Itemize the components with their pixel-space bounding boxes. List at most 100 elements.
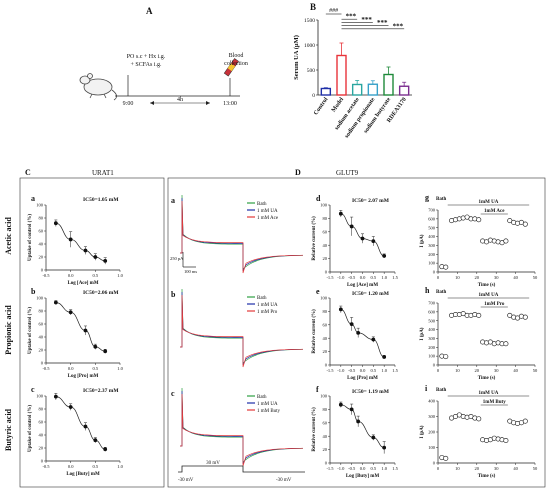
scfa-label: 1mM Buty bbox=[483, 400, 506, 405]
x-tick-label: 50 bbox=[533, 368, 538, 373]
b-y-tick-label: 1000 bbox=[304, 43, 315, 49]
y-label: I (pA) bbox=[420, 234, 425, 247]
urat1-sublabel: b bbox=[31, 287, 36, 296]
current-trace bbox=[180, 387, 304, 463]
y-label: Relative current (%) bbox=[312, 309, 317, 354]
y-tick-label: 400 bbox=[428, 399, 436, 404]
outcome-label: Blood bbox=[229, 53, 244, 59]
duration-arrow-head-left bbox=[150, 101, 154, 105]
y-tick-label: 0 bbox=[325, 363, 328, 368]
y-tick-label: 20 bbox=[323, 256, 328, 261]
trace-sublabel: b bbox=[171, 290, 176, 299]
mouse-icon bbox=[79, 73, 117, 101]
y-label: Relative current (%) bbox=[312, 216, 317, 261]
data-point bbox=[103, 258, 108, 263]
panel-a: A PO s.c + Hx i.g. + SCFAs i.g. Blood co… bbox=[79, 6, 248, 107]
y-tick-label: 100 bbox=[428, 445, 436, 450]
x-tick-label: 0 bbox=[437, 275, 440, 280]
plot-Cc: 0 20 40 60 80 100 -0.5 0.0 0.5 1.0 Uptake of contr… bbox=[28, 393, 124, 477]
fit-curve bbox=[55, 222, 106, 262]
b-category-label: Control bbox=[313, 96, 330, 116]
y-tick-label: 100 bbox=[320, 296, 328, 301]
legend-label: 1 mM Buty bbox=[257, 409, 281, 414]
data-point bbox=[83, 424, 88, 429]
y-tick-label: 200 bbox=[428, 345, 436, 350]
x-label: Time (s) bbox=[478, 283, 496, 288]
x-tick-label: 1.5 bbox=[392, 368, 398, 373]
data-point bbox=[503, 438, 509, 444]
plot-Ca: 0 20 40 60 80 100 -0.5 0.0 0.5 1.0 Uptake of contr… bbox=[28, 203, 124, 286]
urat1-ic50: IC50=2.06 mM bbox=[83, 290, 119, 296]
y-tick-label: 20 bbox=[39, 255, 44, 260]
urat1-title: URAT1 bbox=[92, 169, 114, 177]
bath-label: Bath bbox=[436, 197, 447, 202]
y-tick-label: 20 bbox=[323, 349, 328, 354]
plot-De: 0 20 40 60 80 100 -1.5 -1.0 -0.5 0.0 0.5 1.0 1.5 Rela… bbox=[312, 296, 399, 381]
x-tick-label: 0.0 bbox=[68, 464, 74, 469]
current-trace bbox=[180, 194, 304, 270]
current-trace bbox=[180, 390, 303, 465]
legend-label: 1 mM UA bbox=[257, 402, 278, 407]
data-point bbox=[338, 307, 343, 312]
ua-label: 1mM UA bbox=[479, 200, 499, 205]
y-label: I (pA) bbox=[420, 425, 425, 438]
data-point bbox=[349, 224, 354, 229]
outcome-label-2: collection bbox=[224, 61, 248, 67]
plot-Cb: 0 20 40 60 80 100 -0.5 0.0 0.5 1.0 Uptake of contr… bbox=[28, 296, 124, 379]
time-sublabel: h bbox=[425, 286, 430, 295]
x-tick-label: 0.0 bbox=[360, 368, 366, 373]
x-tick-label: -0.5 bbox=[348, 275, 356, 280]
x-tick-label: 0.0 bbox=[360, 275, 366, 280]
y-tick-label: 20 bbox=[323, 447, 328, 452]
data-point bbox=[68, 237, 73, 242]
y-tick-label: 700 bbox=[428, 301, 436, 306]
x-label: Log [Buty] mM bbox=[346, 474, 380, 479]
y-label: Uptake of control (%) bbox=[28, 214, 33, 261]
glut9-ic50: IC50= 1.20 mM bbox=[352, 291, 390, 297]
y-tick-label: 80 bbox=[39, 407, 44, 412]
y-tick-label: 100 bbox=[36, 394, 44, 399]
data-point bbox=[371, 337, 376, 342]
y-tick-label: 200 bbox=[428, 252, 436, 257]
data-point bbox=[93, 255, 98, 259]
voltage-hold-right: -30 mV bbox=[276, 478, 292, 483]
data-point bbox=[476, 217, 482, 223]
row-label-butyric: Butyric acid bbox=[4, 408, 13, 451]
y-tick-label: 0 bbox=[41, 361, 44, 366]
y-tick-label: 600 bbox=[428, 216, 436, 221]
row-label-acetic: Acetic acid bbox=[4, 217, 13, 255]
glut9-sublabel: d bbox=[316, 194, 321, 203]
x-tick-label: -0.5 bbox=[348, 368, 356, 373]
x-tick-label: 40 bbox=[513, 466, 518, 471]
plot-Dd: 0 20 40 60 80 100 -1.5 -1.0 -0.5 0.0 0.5 1.0 1.5 Rela… bbox=[312, 203, 399, 288]
y-tick-label: 0 bbox=[433, 270, 436, 275]
voltage-step: 30 mV bbox=[206, 461, 220, 466]
y-tick-label: 40 bbox=[323, 434, 328, 439]
x-label: Log [Pro] mM bbox=[68, 374, 99, 379]
y-label: Uptake of control (%) bbox=[28, 307, 33, 354]
x-tick-label: 0.0 bbox=[68, 273, 74, 278]
data-point bbox=[522, 418, 528, 424]
data-point bbox=[68, 405, 73, 409]
data-point bbox=[53, 300, 58, 305]
y-tick-label: 100 bbox=[36, 203, 44, 208]
y-tick-label: 0 bbox=[433, 363, 436, 368]
y-tick-label: 80 bbox=[39, 216, 44, 221]
x-tick-label: 20 bbox=[475, 275, 480, 280]
trace-sublabel: c bbox=[171, 389, 175, 398]
panel-label-c: C bbox=[25, 168, 31, 177]
treatment-label: PO s.c + Hx i.g. bbox=[127, 54, 166, 60]
x-label: Log [Ace] mM bbox=[67, 281, 98, 286]
plot-Df: 0 20 40 60 80 100 -1.5 -1.0 -0.5 0.0 0.5 1.0 1.5 Rela… bbox=[312, 394, 399, 479]
legend-label: 1 mM Pro bbox=[257, 310, 278, 315]
y-tick-label: 100 bbox=[320, 203, 328, 208]
y-tick-label: 40 bbox=[39, 335, 44, 340]
urat1-ic50: IC50=2.37 mM bbox=[83, 388, 119, 394]
legend-label: 1 mM UA bbox=[257, 303, 278, 308]
x-tick-label: 0 bbox=[437, 466, 440, 471]
voltage-hold-left: -30 mV bbox=[178, 478, 194, 483]
plot-Di: 0 100 200 300 400 0 10 20 30 40 50 I (pA) Time (s) bbox=[420, 399, 538, 479]
data-point bbox=[356, 330, 361, 335]
y-tick-label: 20 bbox=[39, 348, 44, 353]
